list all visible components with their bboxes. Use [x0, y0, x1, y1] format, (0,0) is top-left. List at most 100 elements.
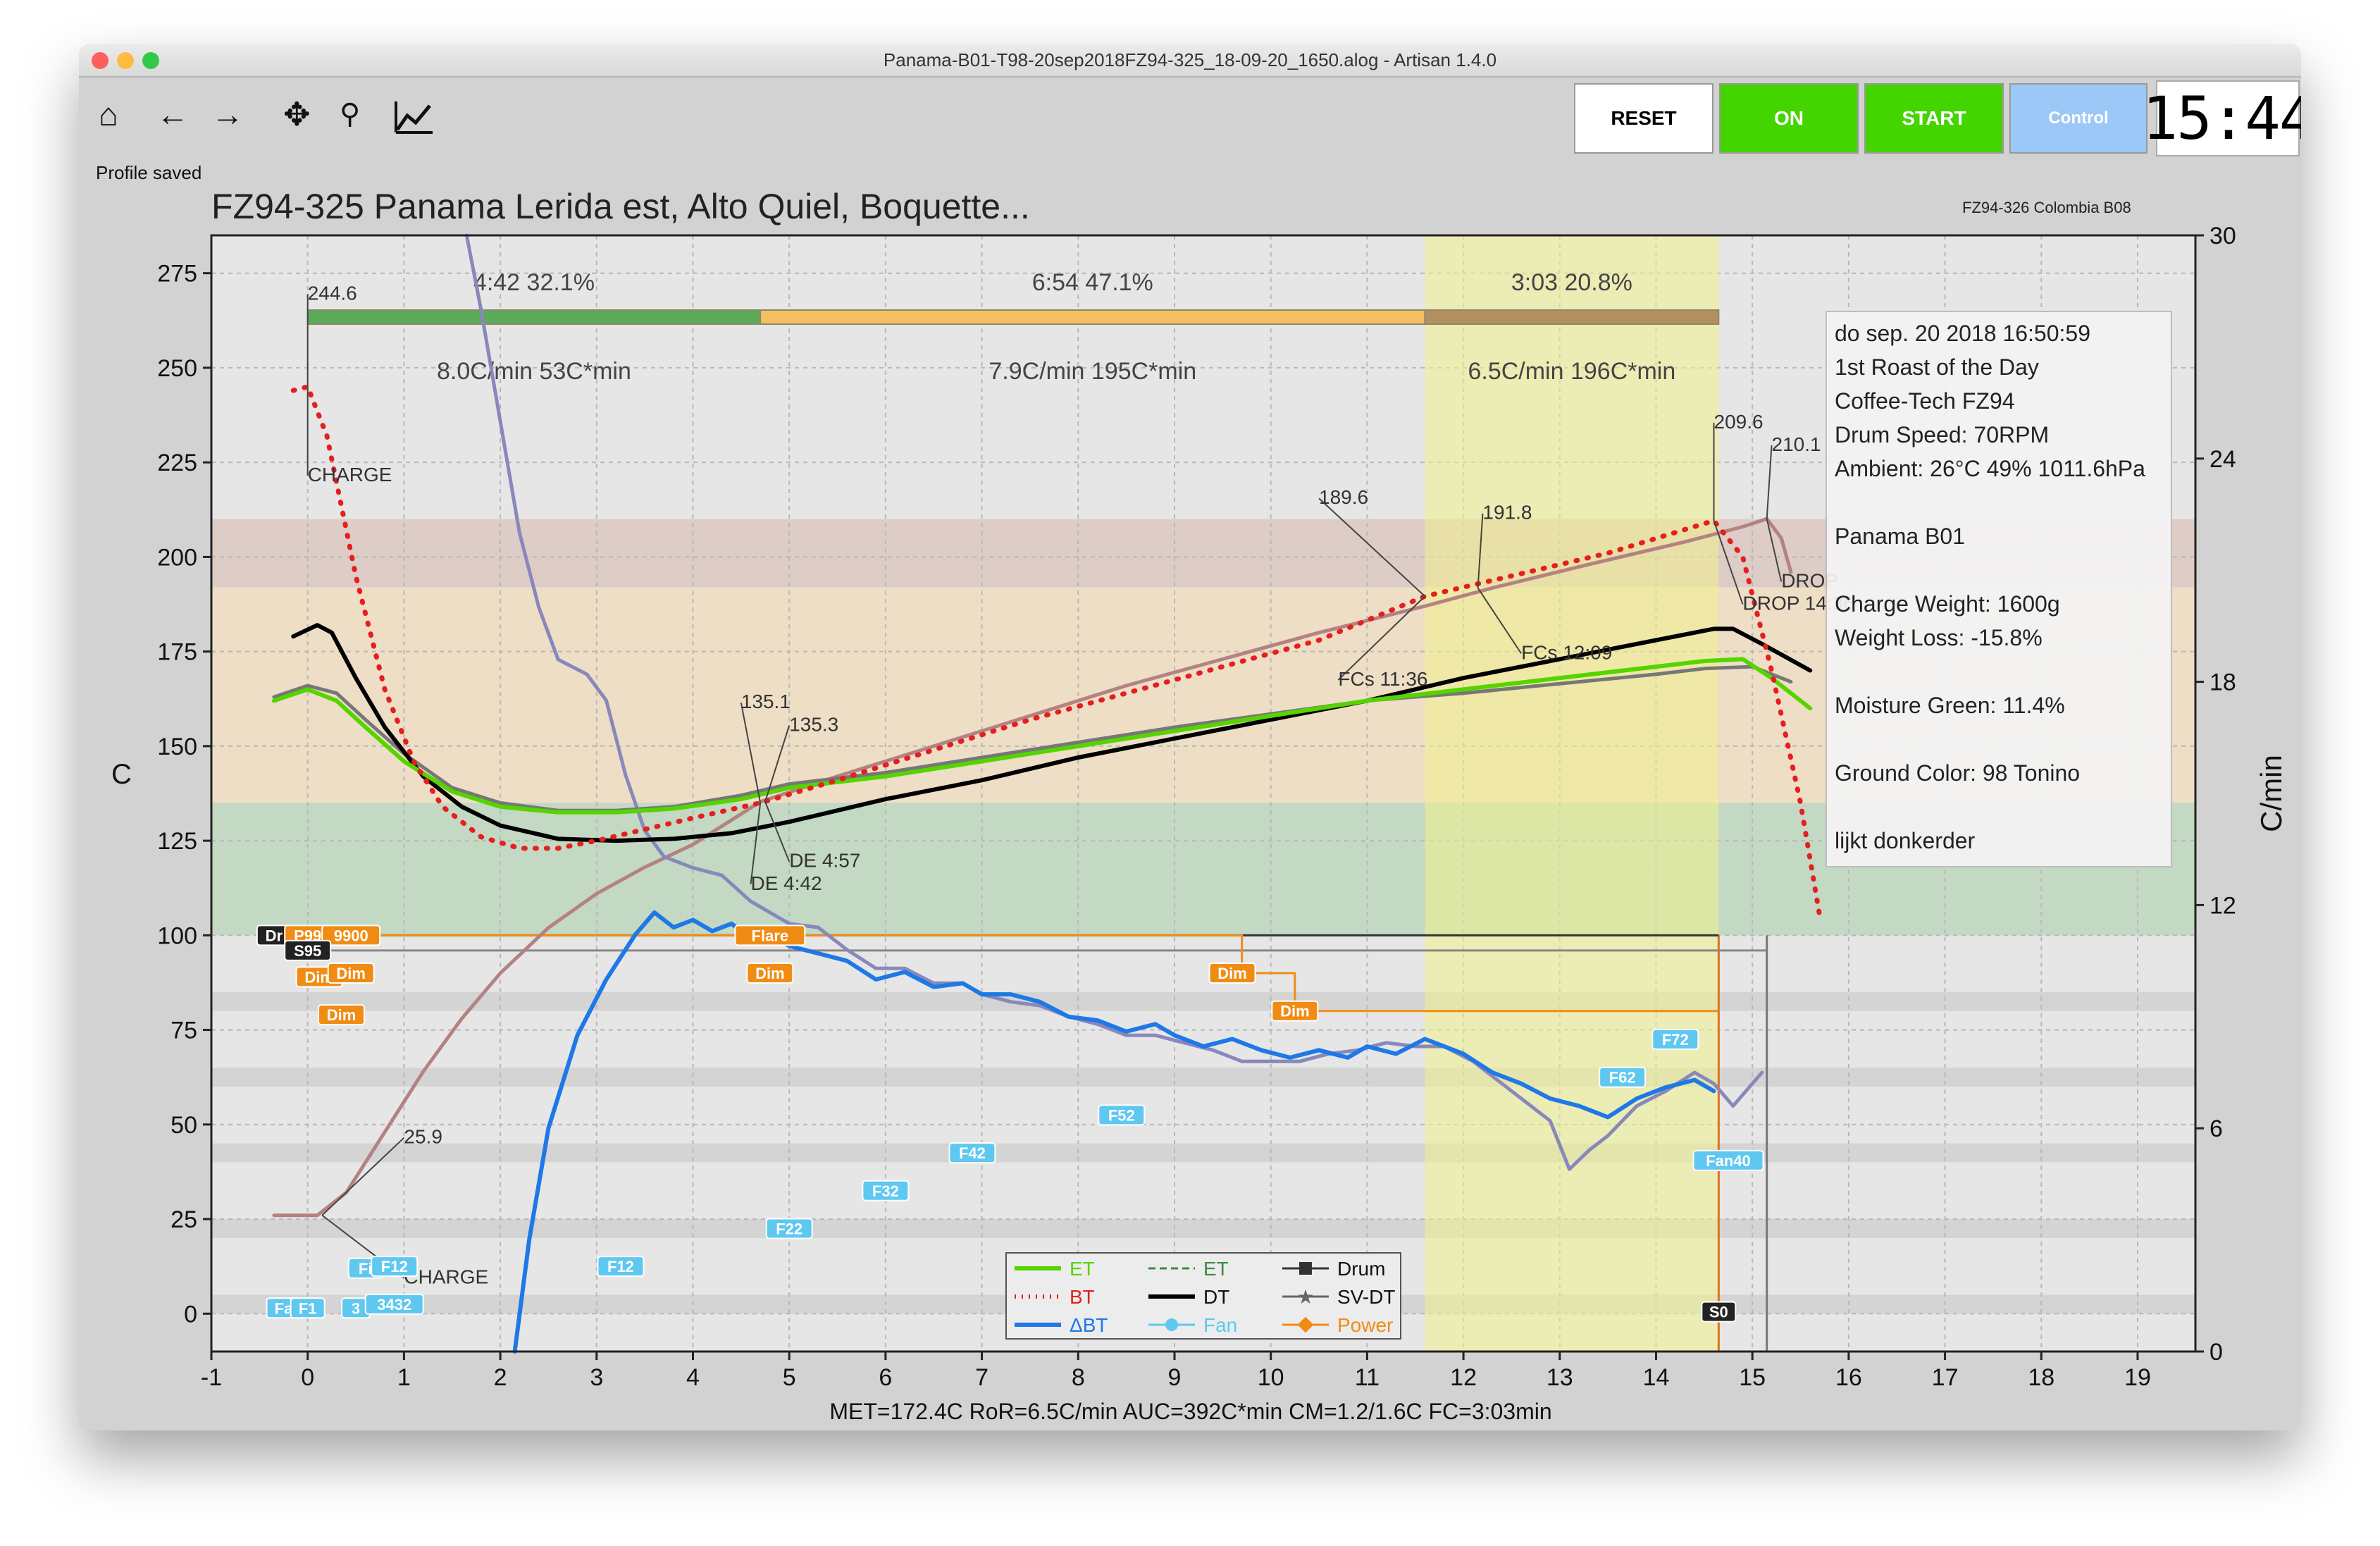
stripe	[211, 1068, 2195, 1087]
event-tag-label: F12	[381, 1258, 408, 1275]
y2-tick-label: 12	[2209, 892, 2236, 919]
close-window-icon[interactable]	[92, 52, 109, 69]
legend-box	[1005, 1252, 1401, 1340]
x-tick-label: 4	[686, 1364, 700, 1391]
home-icon[interactable]: ⌂	[99, 96, 118, 132]
forward-arrow-icon[interactable]: →	[211, 96, 244, 132]
event-annotation: 210.1	[1772, 433, 1821, 455]
back-arrow-icon[interactable]: ←	[156, 96, 189, 132]
event-tag-label: F62	[1609, 1069, 1636, 1087]
event-tag-label: S95	[294, 942, 321, 960]
event-tag-label: S0	[1709, 1304, 1728, 1321]
phase-bar	[1424, 309, 1720, 325]
annotation-leader	[1766, 518, 1783, 582]
on-button[interactable]: ON	[1719, 83, 1859, 154]
x-tick-label: 2	[494, 1364, 507, 1391]
event-tag	[862, 1180, 910, 1201]
event-annotation: 209.6	[1714, 411, 1764, 433]
info-line: 1st Roast of the Day	[1835, 354, 2039, 380]
event-annotation: DE 4:57	[789, 850, 860, 872]
legend-label: BT	[1070, 1286, 1095, 1308]
legend[interactable]: ET BT ΔBT ET DT Fan Drum ★ SV-DT Power	[1005, 1252, 1401, 1340]
start-button[interactable]: START	[1864, 83, 2004, 154]
event-tag-label: F52	[1108, 1106, 1135, 1124]
info-line: Panama B01	[1835, 524, 1965, 549]
info-line: Ground Color: 98 Tonino	[1835, 760, 2080, 786]
event-tag	[765, 1218, 813, 1239]
event-tag	[1651, 1029, 1699, 1051]
x-tick-label: 3	[590, 1364, 603, 1391]
axes: -1 0 1 2 3 4 5 6 7 8 9 10 11 12 13 14 15 16 17 18 1902550751…	[157, 223, 2236, 1391]
event-tag-label: Dr	[266, 927, 283, 944]
annotation-leader	[750, 803, 762, 885]
zoom-search-icon[interactable]: ⚲	[340, 99, 361, 130]
legend-label: DT	[1203, 1286, 1229, 1308]
pan-move-icon[interactable]: ✥	[283, 96, 311, 132]
y2-tick-label: 0	[2209, 1339, 2223, 1366]
annotation-leader	[1318, 497, 1426, 597]
event-tag	[1098, 1104, 1146, 1126]
legend-label: Power	[1337, 1314, 1393, 1336]
x-tick-label: 1	[397, 1364, 411, 1391]
x-tick-label: 14	[1643, 1364, 1670, 1391]
info-line: Coffee-Tech FZ94	[1835, 388, 2015, 414]
status-message: Profile saved	[96, 162, 202, 183]
event-tag	[1208, 963, 1256, 984]
event-tag-label: 3432	[377, 1296, 411, 1313]
event-annotation: 189.6	[1319, 486, 1368, 508]
x-tick-label: 19	[2124, 1364, 2151, 1391]
event-annotation: FCs 11:36	[1338, 668, 1427, 690]
event-tag-label: F32	[872, 1182, 899, 1200]
phase-duration: 6:54 47.1%	[1032, 269, 1153, 296]
phase-rate: 6.5C/min 196C*min	[1468, 358, 1675, 385]
info-box-background	[1826, 311, 2172, 867]
minimize-window-icon[interactable]	[117, 52, 134, 69]
event-tag-label: Dim	[755, 965, 785, 982]
zoom-window-icon[interactable]	[142, 52, 159, 69]
y-tick-label: 225	[157, 450, 197, 476]
info-line: Weight Loss: -15.8%	[1835, 625, 2043, 650]
event-tag-label: F12	[607, 1258, 634, 1275]
x-tick-label: 11	[1355, 1364, 1380, 1391]
legend-marker	[1165, 1318, 1178, 1331]
control-button[interactable]: Control	[2009, 83, 2147, 154]
event-tag	[948, 1142, 996, 1164]
y-tick-label: 275	[157, 261, 197, 287]
event-tag	[371, 1256, 419, 1278]
event-tag	[597, 1256, 645, 1278]
event-tag-label: F22	[776, 1220, 802, 1237]
event-annotation: 135.1	[741, 691, 791, 712]
event-annotation: 135.3	[789, 713, 838, 735]
y2-tick-label: 30	[2209, 223, 2236, 249]
first-crack-highlight	[1425, 235, 1719, 1352]
phase-bar	[306, 309, 762, 325]
chart-line-icon[interactable]	[395, 100, 434, 134]
window-title: Panama-B01-T98-20sep2018FZ94-325_18-09-2…	[883, 49, 1497, 70]
x-tick-label: 9	[1168, 1364, 1182, 1391]
x-tick-label: 8	[1072, 1364, 1085, 1391]
series-line	[271, 657, 1813, 815]
event-tag	[318, 1004, 366, 1026]
annotation-leader	[764, 801, 791, 862]
series-line	[290, 384, 1823, 919]
series-line	[291, 623, 1813, 843]
x-tick-label: 5	[783, 1364, 796, 1391]
annotation-leader	[764, 725, 791, 803]
stripe	[211, 1219, 2195, 1238]
event-tag-label: Dim	[327, 1006, 357, 1024]
legend-label: ET	[1070, 1258, 1095, 1280]
roast-info-box: do sep. 20 2018 16:50:59 1st Roast of the…	[1826, 311, 2172, 867]
chart-title: FZ94-325 Panama Lerida est, Alto Quiel, …	[211, 187, 1030, 226]
event-tag	[364, 1293, 424, 1315]
reset-button[interactable]: RESET	[1574, 83, 1713, 154]
series-line	[464, 233, 1764, 1171]
legend-label: ET	[1203, 1258, 1229, 1280]
phase-rate: 7.9C/min 195C*min	[988, 358, 1196, 385]
x-tick-label: 10	[1258, 1364, 1284, 1391]
event-tag-label: Fan40	[1706, 1152, 1751, 1170]
series-lines	[271, 233, 1823, 1354]
series-line	[512, 910, 1716, 1354]
info-line: lijkt donkerder	[1835, 828, 1976, 853]
x-tick-label: 0	[301, 1364, 314, 1391]
